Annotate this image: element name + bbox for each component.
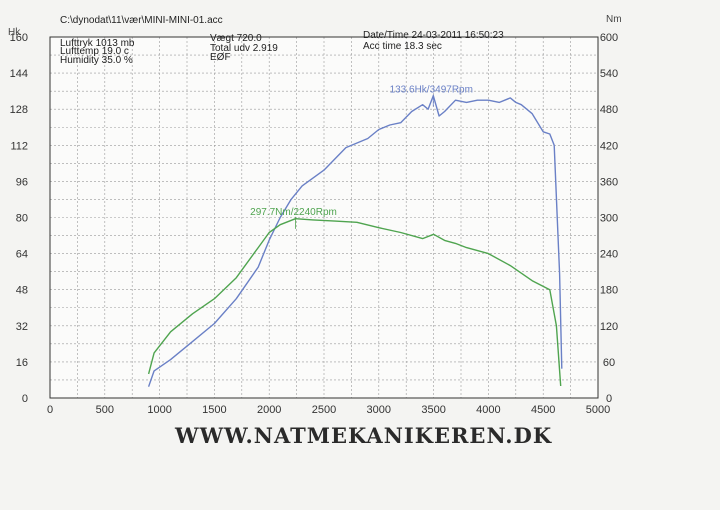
series-line-hk <box>147 94 563 387</box>
x-tick-label: 5000 <box>586 404 610 416</box>
x-tick-label: 0 <box>47 404 53 416</box>
y-left-tick-label: 112 <box>10 140 28 152</box>
plot-frame <box>49 36 599 399</box>
x-tick-label: 500 <box>96 404 114 416</box>
y-left-tick-label: 48 <box>16 285 28 297</box>
peak-annotation-nm: 297.7Nm/2240Rpm <box>250 207 337 218</box>
y-left-tick-label: 96 <box>16 176 28 188</box>
right-axis-unit: Nm <box>606 14 622 25</box>
x-tick-label: 3500 <box>421 404 445 416</box>
x-tick-label: 2500 <box>312 404 336 416</box>
file-path: C:\dynodat\11\vær\MINI-MINI-01.acc <box>60 15 223 26</box>
left-axis-unit: Hk <box>8 27 21 38</box>
air-temperature: Lufttemp 19.0 c <box>60 46 129 57</box>
vehicle-weight: Vægt 720.0 <box>210 33 262 44</box>
eof-label: EØF <box>210 52 231 63</box>
date-time: Date/Time 24-03-2011 16:50:23 <box>363 30 504 41</box>
total-gear-ratio: Total udv 2.919 <box>210 43 278 54</box>
y-right-tick-label: 360 <box>600 176 618 188</box>
y-right-tick-label: 180 <box>600 285 618 297</box>
peak-annotation-hk: 133.6Hk/3497Rpm <box>390 85 473 96</box>
y-right-tick-label: 300 <box>600 213 618 225</box>
x-tick-label: 4000 <box>476 404 500 416</box>
x-tick-label: 1000 <box>147 404 171 416</box>
x-tick-label: 2000 <box>257 404 281 416</box>
y-left-tick-label: 32 <box>16 321 28 333</box>
y-right-tick-label: 60 <box>603 357 615 369</box>
air-pressure: Lufttryk 1013 mb <box>60 38 135 49</box>
x-tick-label: 1500 <box>202 404 226 416</box>
y-right-tick-label: 420 <box>600 140 618 152</box>
y-right-tick-label: 0 <box>606 393 612 405</box>
y-left-tick-label: 16 <box>16 357 28 369</box>
y-right-tick-label: 480 <box>600 104 618 116</box>
y-left-tick-label: 160 <box>10 32 28 44</box>
y-right-tick-label: 600 <box>600 32 618 44</box>
x-tick-label: 4500 <box>531 404 555 416</box>
y-left-tick-label: 64 <box>16 249 28 261</box>
humidity: Humidity 35.0 % <box>60 55 133 66</box>
y-right-tick-label: 540 <box>600 68 618 80</box>
y-left-tick-label: 0 <box>22 393 28 405</box>
y-left-tick-label: 144 <box>10 68 28 80</box>
x-tick-label: 3000 <box>367 404 391 416</box>
series-line-nm <box>147 217 562 387</box>
acceleration-time: Acc time 18.3 sec <box>363 41 442 52</box>
y-right-tick-label: 240 <box>600 249 618 261</box>
website-watermark: WWW.NATMEKANIKEREN.DK <box>175 423 553 448</box>
y-left-tick-label: 80 <box>16 213 28 225</box>
y-left-tick-label: 128 <box>10 104 28 116</box>
y-right-tick-label: 120 <box>600 321 618 333</box>
